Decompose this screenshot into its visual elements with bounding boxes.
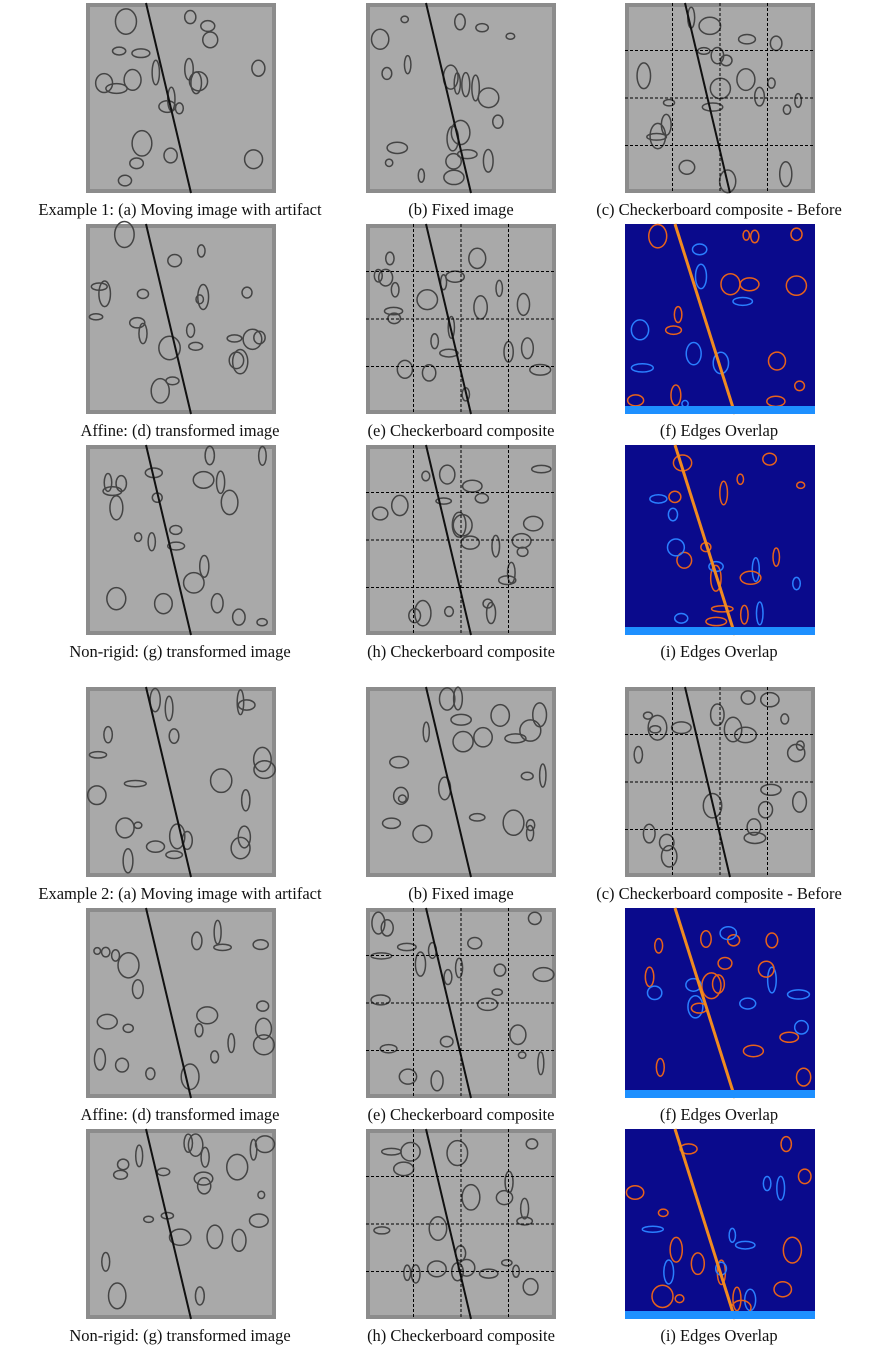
caption: Example 1: (a) Moving image with artifac… — [38, 200, 322, 219]
caption: (c) Checkerboard composite - Before — [596, 884, 842, 903]
image-panel — [366, 445, 556, 635]
caption: Affine: (d) transformed image — [81, 421, 280, 440]
image-background — [625, 224, 815, 414]
image-panel — [86, 445, 276, 635]
caption: (b) Fixed image — [408, 200, 513, 219]
image-panel — [366, 687, 556, 877]
tissue-area — [90, 449, 272, 631]
image-panel — [366, 1129, 556, 1319]
tissue-area — [90, 228, 272, 410]
edge-border — [625, 1090, 815, 1098]
edge-border — [625, 627, 815, 635]
tissue-area — [90, 691, 272, 873]
caption: (f) Edges Overlap — [660, 421, 778, 440]
caption: (f) Edges Overlap — [660, 1105, 778, 1124]
tissue-area — [370, 691, 552, 873]
image-panel — [625, 1129, 815, 1319]
image-background — [625, 908, 815, 1098]
image-panel — [625, 445, 815, 635]
edge-border — [625, 406, 815, 414]
caption: Example 2: (a) Moving image with artifac… — [38, 884, 322, 903]
caption: (i) Edges Overlap — [660, 1326, 777, 1345]
image-panel — [366, 224, 556, 414]
caption: Non-rigid: (g) transformed image — [69, 1326, 290, 1345]
caption: (e) Checkerboard composite — [368, 1105, 555, 1124]
image-panel — [366, 3, 556, 193]
tissue-area — [90, 1133, 272, 1315]
caption: (h) Checkerboard composite — [367, 642, 555, 661]
image-panel — [625, 224, 815, 414]
image-panel — [625, 3, 815, 193]
caption: (i) Edges Overlap — [660, 642, 777, 661]
figure: Example 1: (a) Moving image with artifac… — [0, 0, 870, 1351]
caption: (e) Checkerboard composite — [368, 421, 555, 440]
tissue-area — [90, 912, 272, 1094]
image-panel — [86, 687, 276, 877]
image-panel — [625, 687, 815, 877]
image-panel — [86, 1129, 276, 1319]
caption: Affine: (d) transformed image — [81, 1105, 280, 1124]
image-panel — [366, 908, 556, 1098]
image-panel — [86, 908, 276, 1098]
image-panel — [86, 222, 276, 414]
caption: (c) Checkerboard composite - Before — [596, 200, 842, 219]
caption: (h) Checkerboard composite — [367, 1326, 555, 1345]
caption: Non-rigid: (g) transformed image — [69, 642, 290, 661]
caption: (b) Fixed image — [408, 884, 513, 903]
edge-border — [625, 1311, 815, 1319]
image-panel — [625, 908, 815, 1098]
image-panel — [86, 3, 276, 193]
